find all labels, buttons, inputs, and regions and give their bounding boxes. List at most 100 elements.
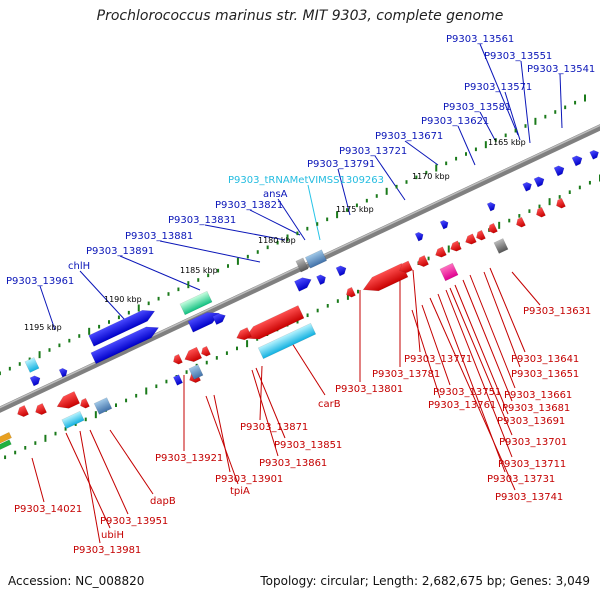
reverse-gene-arrow[interactable] bbox=[344, 286, 356, 299]
reverse-gene-label[interactable]: P9303_13681 bbox=[502, 403, 570, 414]
forward-gene-label[interactable]: P9303_13571 bbox=[464, 82, 532, 93]
reverse-gene-arrow[interactable] bbox=[514, 216, 526, 229]
forward-gene-arrow[interactable] bbox=[294, 275, 313, 292]
reverse-gene-arrow[interactable] bbox=[242, 305, 305, 344]
forward-gene-label[interactable]: P9303_13791 bbox=[307, 159, 375, 170]
reverse-gene-label[interactable]: P9303_13781 bbox=[372, 369, 440, 380]
reverse-gene-arrow[interactable] bbox=[199, 345, 211, 358]
forward-gene-label[interactable]: P9303_tRNAMetVIMSS1309263 bbox=[228, 175, 384, 186]
ruler-labels: 1165 kbp 1170 kbp 1175 kbp 1180 kbp 1185 kbp… bbox=[24, 138, 526, 332]
reverse-gene-label[interactable]: P9303_13871 bbox=[240, 422, 308, 433]
feature-block-cyan[interactable] bbox=[61, 410, 85, 430]
forward-gene-label[interactable]: P9303_13621 bbox=[421, 116, 489, 127]
forward-gene-label[interactable]: P9303_13891 bbox=[86, 246, 154, 257]
forward-gene-arrow[interactable] bbox=[589, 149, 600, 160]
forward-gene-arrow[interactable] bbox=[522, 181, 534, 192]
reverse-gene-label[interactable]: P9303_13981 bbox=[73, 545, 141, 556]
reverse-gene-arrow[interactable] bbox=[449, 240, 462, 253]
reverse-gene-arrow[interactable] bbox=[235, 327, 252, 342]
forward-gene-label[interactable]: P9303_13831 bbox=[168, 215, 236, 226]
forward-gene-label[interactable]: P9303_13961 bbox=[6, 276, 74, 287]
forward-gene-arrow[interactable] bbox=[88, 306, 157, 347]
forward-gene-arrow[interactable] bbox=[553, 164, 566, 177]
reverse-gene-label[interactable]: P9303_13921 bbox=[155, 453, 223, 464]
feature-block-cyan[interactable] bbox=[24, 357, 40, 373]
feature-block-gray[interactable] bbox=[493, 238, 509, 254]
reverse-gene-arrow[interactable] bbox=[415, 255, 429, 268]
reverse-gene-arrow[interactable] bbox=[534, 206, 546, 219]
forward-gene-label[interactable]: P9303_13671 bbox=[375, 131, 443, 142]
forward-label-leader bbox=[204, 224, 286, 241]
forward-gene-label[interactable]: P9303_13541 bbox=[527, 64, 595, 75]
reverse-gene-label[interactable]: P9303_13951 bbox=[100, 516, 168, 527]
reverse-gene-label[interactable]: P9303_13851 bbox=[274, 440, 342, 451]
accession-text: Accession: NC_008820 bbox=[8, 574, 145, 588]
forward-gene-arrow[interactable] bbox=[439, 219, 450, 230]
reverse-gene-label[interactable]: P9303_13751 bbox=[433, 387, 501, 398]
reverse-gene-arrow[interactable] bbox=[434, 246, 447, 259]
forward-gene-label[interactable]: P9303_13561 bbox=[446, 34, 514, 45]
forward-gene-label[interactable]: P9303_13721 bbox=[339, 146, 407, 157]
forward-gene-label[interactable]: chlH bbox=[68, 261, 90, 272]
forward-gene-arrow[interactable] bbox=[90, 322, 161, 365]
reverse-label-leader bbox=[213, 394, 231, 473]
reverse-gene-arrow[interactable] bbox=[33, 403, 47, 416]
reverse-gene-label[interactable]: P9303_13801 bbox=[335, 384, 403, 395]
reverse-gene-arrow[interactable] bbox=[171, 353, 183, 366]
reverse-gene-label[interactable]: ubiH bbox=[101, 530, 124, 541]
reverse-gene-arrow[interactable] bbox=[474, 229, 486, 242]
feature-block-green[interactable] bbox=[0, 439, 12, 451]
forward-gene-arrow[interactable] bbox=[29, 374, 42, 387]
reverse-gene-label[interactable]: P9303_13761 bbox=[428, 400, 496, 411]
reverse-gene-label[interactable]: P9303_13771 bbox=[404, 354, 472, 365]
feature-block-magenta[interactable] bbox=[439, 262, 459, 282]
reverse-gene-arrow[interactable] bbox=[486, 222, 498, 235]
reverse-gene-label[interactable]: dapB bbox=[150, 496, 176, 507]
forward-gene-arrow[interactable] bbox=[533, 175, 546, 188]
reverse-gene-arrow[interactable] bbox=[464, 233, 477, 246]
reverse-gene-label[interactable]: carB bbox=[318, 399, 341, 410]
forward-gene-label[interactable]: P9303_13581 bbox=[443, 102, 511, 113]
feature-block-steel[interactable] bbox=[93, 397, 113, 415]
forward-gene-arrow[interactable] bbox=[212, 311, 228, 325]
forward-gene-label[interactable]: P9303_13551 bbox=[484, 51, 552, 62]
forward-gene-label[interactable]: P9303_13881 bbox=[125, 231, 193, 242]
reverse-gene-arrow[interactable] bbox=[54, 391, 81, 412]
feature-block-steel[interactable] bbox=[304, 249, 328, 269]
forward-gene-arrow[interactable] bbox=[414, 231, 425, 242]
reverse-gene-arrow[interactable] bbox=[78, 397, 90, 410]
reverse-gene-label[interactable]: P9303_13861 bbox=[259, 458, 327, 469]
forward-gene-arrow[interactable] bbox=[58, 367, 69, 378]
reverse-gene-arrow[interactable] bbox=[182, 346, 203, 365]
feature-block-cyan[interactable] bbox=[257, 322, 317, 360]
reverse-gene-label[interactable]: P9303_13901 bbox=[215, 474, 283, 485]
reverse-gene-arrow[interactable] bbox=[397, 260, 413, 275]
forward-gene-label[interactable]: P9303_13821 bbox=[215, 200, 283, 211]
reverse-gene-label[interactable]: P9303_13661 bbox=[504, 390, 572, 401]
reverse-gene-label[interactable]: P9303_13651 bbox=[511, 369, 579, 380]
forward-gene-arrow[interactable] bbox=[316, 273, 327, 286]
reverse-label-leader bbox=[251, 369, 279, 457]
feature-block-green[interactable] bbox=[179, 290, 213, 316]
feature-block-orange[interactable] bbox=[0, 431, 12, 445]
reverse-gene-label[interactable]: P9303_14021 bbox=[14, 504, 82, 515]
reverse-label-leader bbox=[421, 304, 451, 386]
reverse-gene-label[interactable]: P9303_13641 bbox=[511, 354, 579, 365]
reverse-gene-label[interactable]: P9303_13701 bbox=[499, 437, 567, 448]
forward-gene-arrow[interactable] bbox=[571, 154, 584, 167]
forward-gene-label[interactable]: ansA bbox=[263, 189, 288, 200]
forward-gene-arrow[interactable] bbox=[486, 201, 497, 212]
feature-block-steel[interactable] bbox=[188, 364, 204, 380]
reverse-gene-label[interactable]: P9303_13711 bbox=[498, 459, 566, 470]
reverse-gene-label[interactable]: P9303_13731 bbox=[487, 474, 555, 485]
feature-block-gray[interactable] bbox=[295, 257, 309, 273]
reverse-gene-label[interactable]: P9303_13691 bbox=[497, 416, 565, 427]
forward-gene-arrow[interactable] bbox=[173, 374, 183, 386]
reverse-gene-label[interactable]: P9303_13741 bbox=[495, 492, 563, 503]
forward-gene-arrow[interactable] bbox=[335, 264, 348, 277]
reverse-gene-label[interactable]: P9303_13631 bbox=[523, 306, 591, 317]
reverse-gene-arrow[interactable] bbox=[360, 263, 409, 296]
reverse-gene-label[interactable]: tpiA bbox=[230, 486, 250, 497]
reverse-gene-arrow[interactable] bbox=[15, 405, 29, 418]
reverse-gene-arrow[interactable] bbox=[554, 197, 566, 210]
